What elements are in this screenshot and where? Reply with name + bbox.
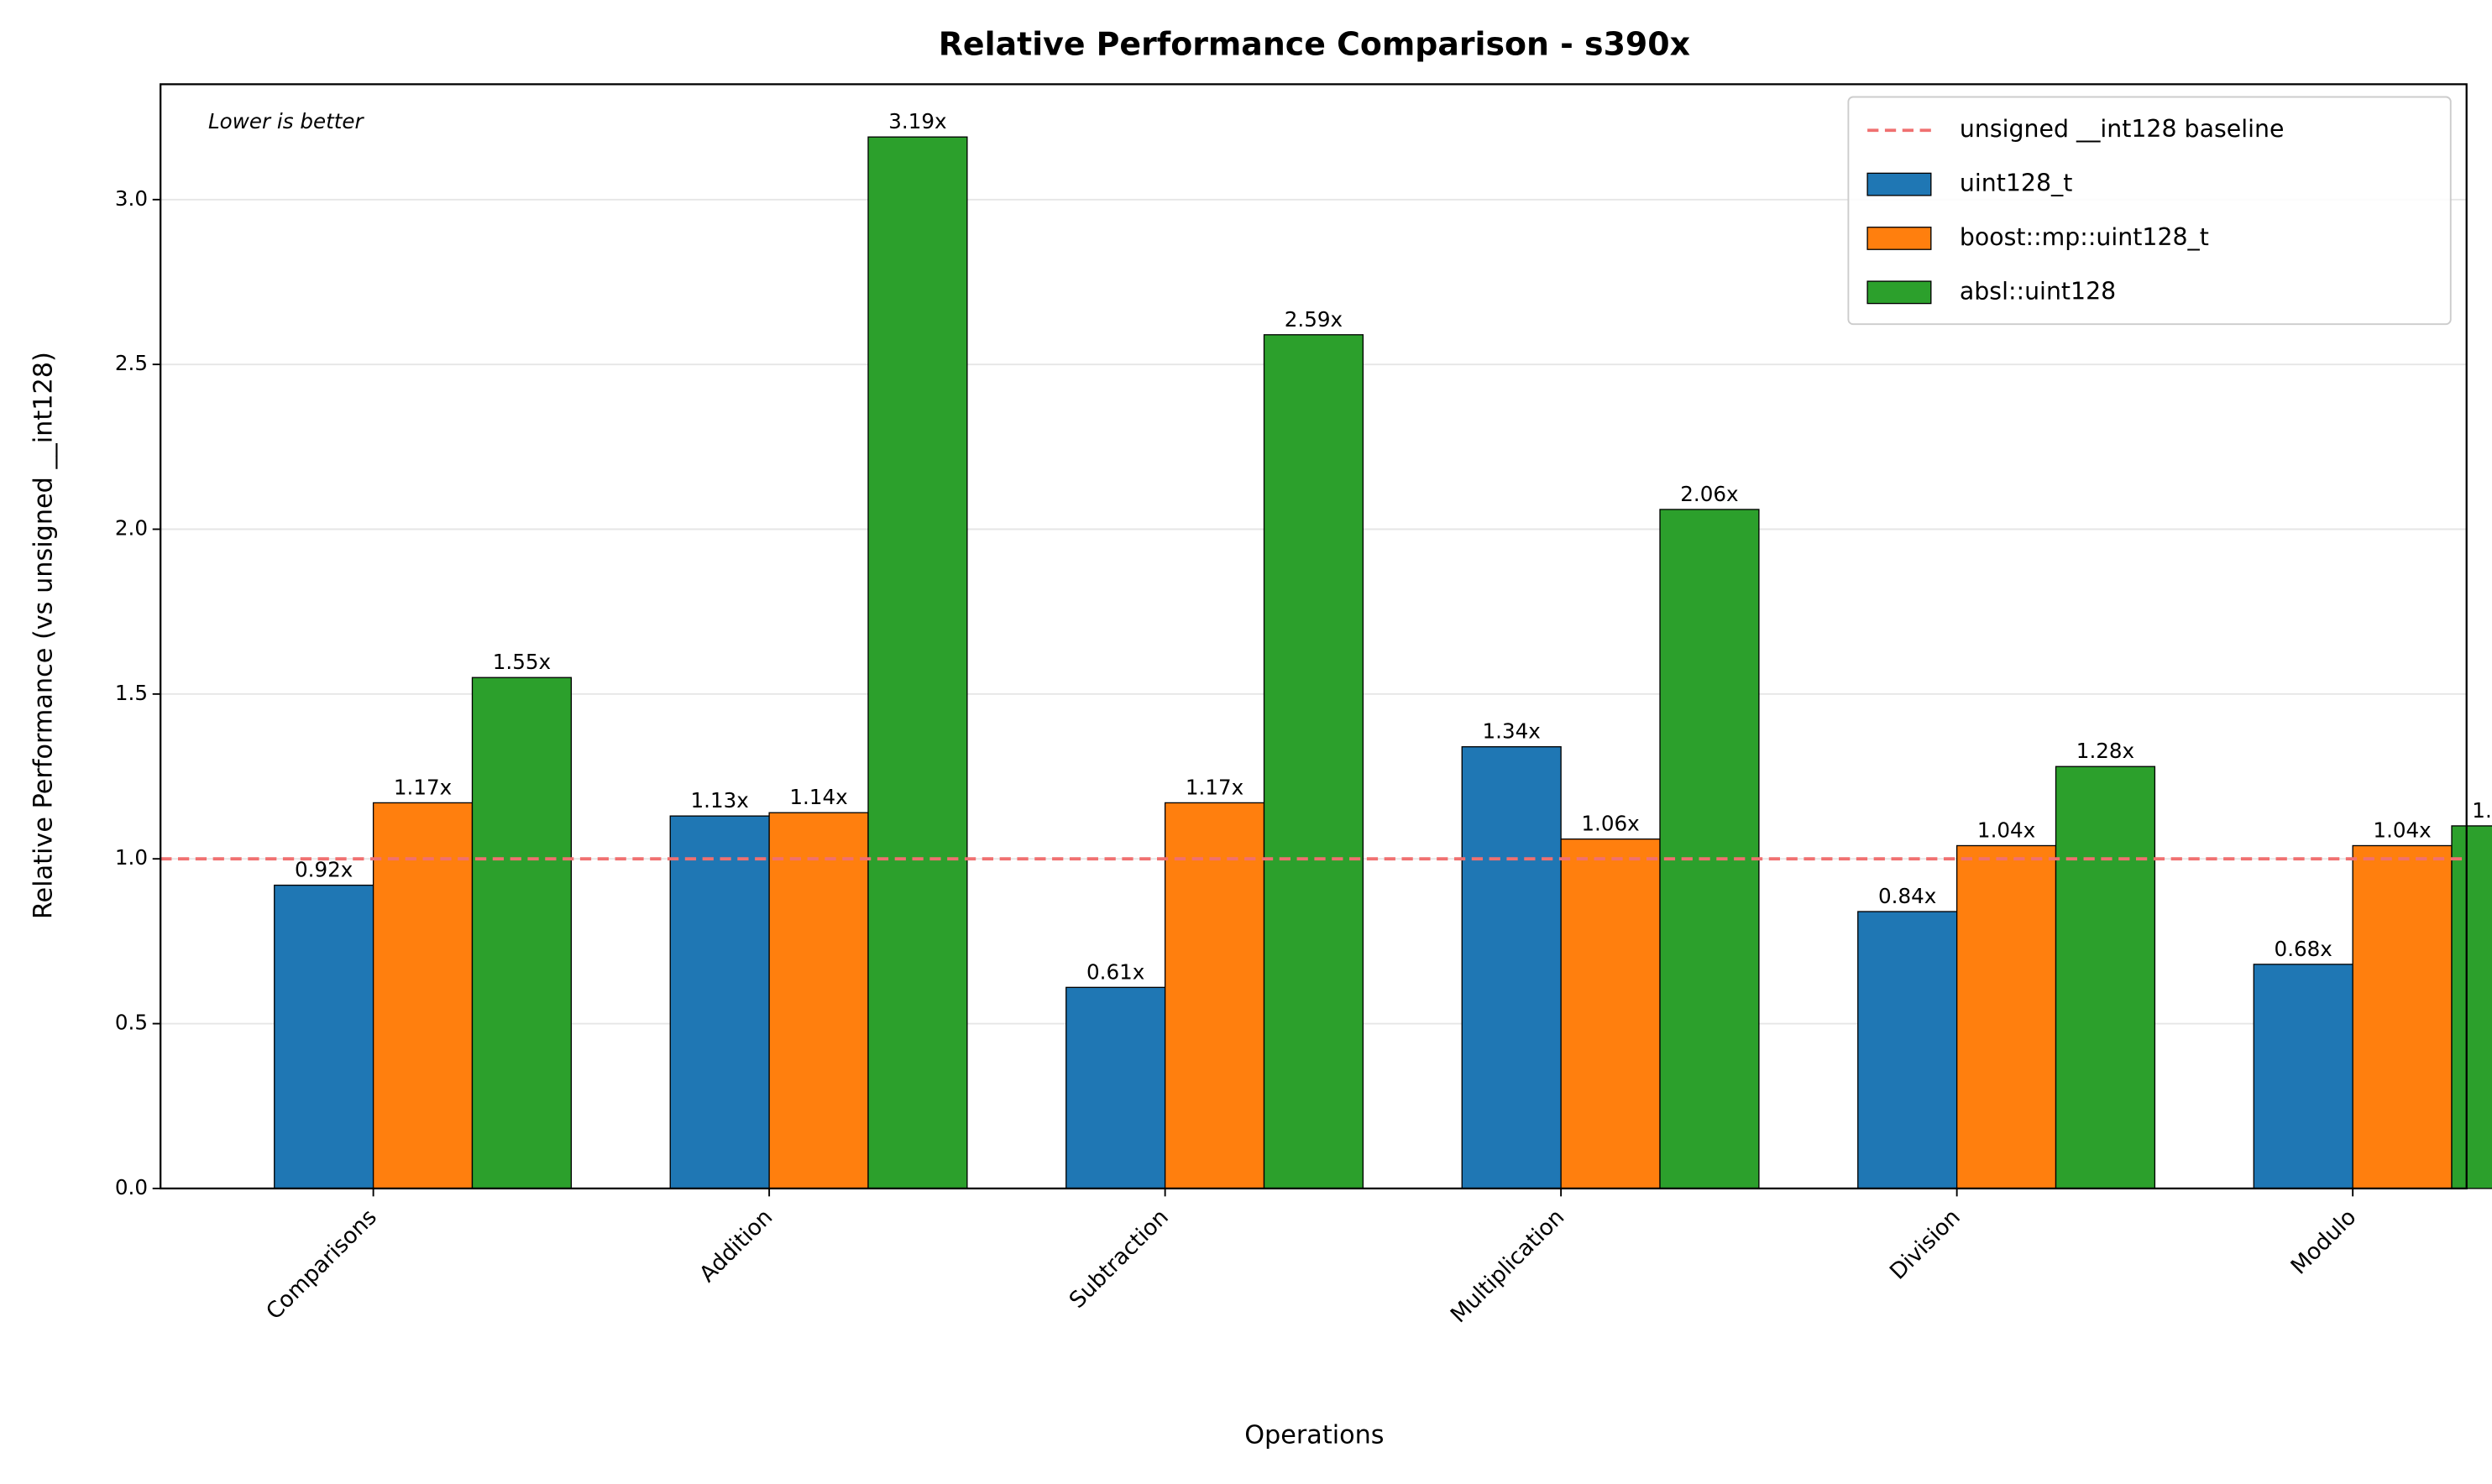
bar — [2253, 964, 2353, 1189]
value-label: 1.13x — [691, 788, 749, 813]
bar — [1857, 911, 1958, 1189]
value-label: 1.14x — [789, 785, 847, 809]
legend-box — [1847, 96, 2452, 326]
y-tick-label: 3.0 — [115, 186, 148, 211]
bar — [669, 815, 770, 1189]
y-tick-label: 1.5 — [115, 681, 148, 705]
y-tick-label: 1.0 — [115, 845, 148, 870]
value-label: 2.06x — [1680, 482, 1738, 506]
bar — [1560, 838, 1661, 1189]
value-label: 1.04x — [2373, 818, 2431, 842]
bar — [274, 884, 374, 1189]
value-label: 1.17x — [1186, 775, 1243, 799]
y-tick-label: 0.0 — [115, 1175, 148, 1199]
legend-label: unsigned __int128 baseline — [1960, 115, 2285, 143]
bar — [1461, 746, 1562, 1189]
value-label: 1.34x — [1483, 719, 1541, 744]
value-label: 1.17x — [394, 775, 452, 799]
bar — [1659, 509, 1760, 1189]
bar — [2352, 844, 2453, 1189]
chart-title: Relative Performance Comparison - s390x — [939, 25, 1690, 62]
legend-label: boost::mp::uint128_t — [1960, 223, 2209, 251]
bar — [2451, 825, 2492, 1189]
value-label: 3.19x — [888, 109, 946, 133]
annotation: Lower is better — [208, 109, 365, 133]
legend-label: uint128_t — [1960, 170, 2072, 197]
value-label: 0.61x — [1086, 959, 1144, 984]
bar — [372, 802, 474, 1189]
plot-frame — [160, 83, 2468, 1190]
bar — [768, 812, 869, 1189]
x-tick-label: Comparisons — [261, 1204, 382, 1325]
value-label: 1.28x — [2076, 739, 2134, 763]
value-label: 0.92x — [295, 858, 353, 882]
bar — [1263, 334, 1364, 1189]
x-tick-label: Addition — [694, 1204, 777, 1288]
value-label: 1.10x — [2472, 798, 2492, 823]
x-tick-label: Division — [1885, 1204, 1966, 1285]
legend-label: absl::uint128 — [1960, 277, 2116, 305]
legend-swatch — [1866, 227, 1932, 250]
x-tick-label: Modulo — [2285, 1204, 2361, 1280]
y-tick-label: 0.5 — [115, 1011, 148, 1035]
bar — [1955, 844, 2057, 1189]
bar — [2055, 766, 2156, 1189]
bar — [1065, 986, 1166, 1189]
value-label: 2.59x — [1285, 307, 1343, 332]
value-label: 0.84x — [1878, 884, 1936, 908]
x-tick-label: Multiplication — [1446, 1204, 1570, 1329]
value-label: 1.04x — [1977, 818, 2035, 842]
y-tick-label: 2.5 — [115, 351, 148, 375]
y-tick-label: 2.0 — [115, 515, 148, 540]
x-tick-label: Subtraction — [1065, 1204, 1174, 1314]
value-label: 1.55x — [493, 650, 551, 674]
x-axis-label: Operations — [1244, 1421, 1384, 1450]
bar — [867, 136, 968, 1189]
value-label: 0.68x — [2275, 937, 2332, 961]
legend-swatch — [1866, 280, 1932, 305]
y-axis-label: Relative Performance (vs unsigned __int1… — [29, 352, 59, 919]
bar — [471, 677, 573, 1189]
legend-swatch — [1866, 172, 1932, 196]
bar — [1164, 802, 1265, 1189]
value-label: 1.06x — [1581, 812, 1639, 836]
